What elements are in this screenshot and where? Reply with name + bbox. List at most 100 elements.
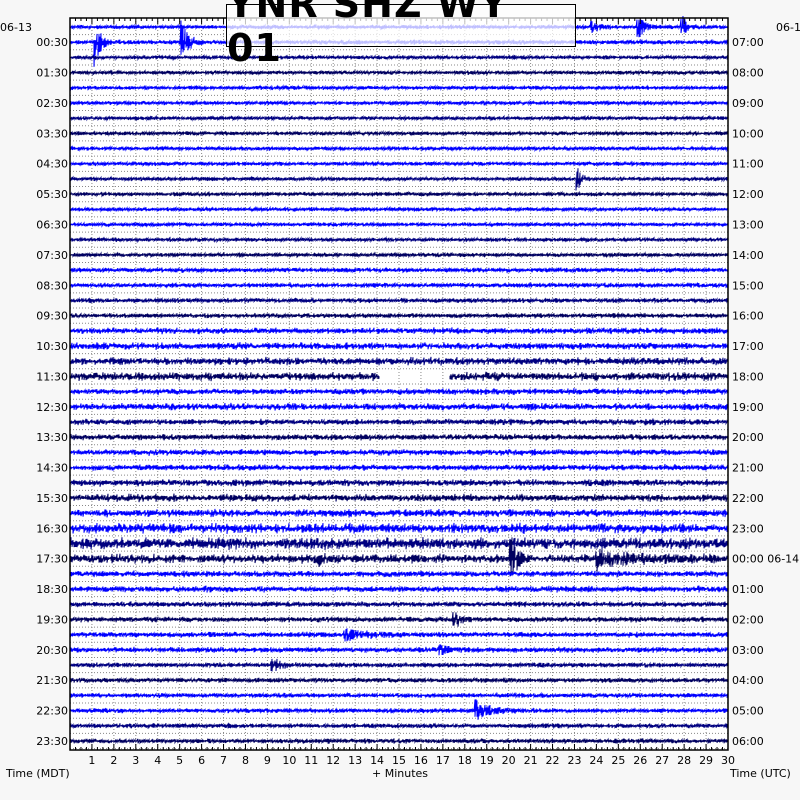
seismic-trace bbox=[69, 508, 729, 518]
x-tick-label: 23 bbox=[567, 754, 581, 767]
seismic-trace bbox=[69, 99, 729, 107]
x-tick-label: 2 bbox=[110, 754, 117, 767]
x-tick-label: 30 bbox=[721, 754, 735, 767]
left-time-label: 19:30 bbox=[36, 613, 68, 626]
x-tick-label: 6 bbox=[198, 754, 205, 767]
right-time-label: 09:00 bbox=[732, 97, 764, 110]
seismic-trace bbox=[69, 522, 729, 535]
right-time-label: 11:00 bbox=[732, 158, 764, 171]
left-time-label: 21:30 bbox=[36, 674, 68, 687]
seismic-trace bbox=[69, 537, 729, 576]
left-time-label: 05:30 bbox=[36, 188, 68, 201]
seismic-trace bbox=[69, 387, 729, 396]
seismic-trace bbox=[69, 628, 729, 642]
right-time-label: 00:00 06-14 bbox=[732, 553, 799, 566]
date-left: 06-13 bbox=[0, 21, 32, 34]
seismic-trace bbox=[69, 371, 380, 382]
left-time-label: 22:30 bbox=[36, 705, 68, 718]
right-time-label: 08:00 bbox=[732, 67, 764, 80]
left-time-label: 01:30 bbox=[36, 67, 68, 80]
seismic-trace bbox=[69, 53, 729, 62]
seismic-trace bbox=[69, 612, 729, 627]
left-time-label: 03:30 bbox=[36, 127, 68, 140]
x-tick-label: 15 bbox=[392, 754, 406, 767]
right-time-label: 06:00 bbox=[732, 735, 764, 748]
seismic-trace bbox=[69, 433, 729, 441]
ylabel-right: Time (UTC) bbox=[729, 767, 791, 780]
x-tick-label: 8 bbox=[242, 754, 249, 767]
left-time-label: 08:30 bbox=[36, 279, 68, 292]
right-time-label: 16:00 bbox=[732, 310, 764, 323]
left-time-label: 16:30 bbox=[36, 522, 68, 535]
seismic-trace bbox=[69, 676, 729, 684]
x-tick-label: 29 bbox=[699, 754, 713, 767]
x-tick-label: 21 bbox=[524, 754, 538, 767]
seismic-trace bbox=[69, 114, 729, 122]
left-time-label: 17:30 bbox=[36, 553, 68, 566]
seismic-trace bbox=[69, 327, 729, 335]
seismic-trace bbox=[69, 570, 729, 578]
x-tick-label: 19 bbox=[480, 754, 494, 767]
seismic-trace bbox=[69, 418, 729, 426]
x-tick-label: 12 bbox=[326, 754, 340, 767]
x-tick-label: 28 bbox=[677, 754, 691, 767]
left-time-label: 13:30 bbox=[36, 431, 68, 444]
seismic-trace bbox=[69, 84, 729, 92]
x-tick-label: 20 bbox=[502, 754, 516, 767]
seismic-trace bbox=[69, 478, 729, 487]
right-time-label: 21:00 bbox=[732, 462, 764, 475]
seismic-trace bbox=[69, 341, 729, 351]
seismic-trace bbox=[69, 281, 729, 289]
seismic-trace bbox=[449, 371, 729, 382]
right-time-label: 17:00 bbox=[732, 340, 764, 353]
seismic-trace bbox=[69, 311, 729, 320]
seismic-trace bbox=[69, 585, 729, 593]
x-tick-label: 1 bbox=[88, 754, 95, 767]
right-time-label: 19:00 bbox=[732, 401, 764, 414]
left-time-label: 18:30 bbox=[36, 583, 68, 596]
seismic-trace bbox=[69, 266, 729, 274]
x-tick-label: 7 bbox=[220, 754, 227, 767]
date-right: 06-1 bbox=[776, 21, 800, 34]
left-time-label: 23:30 bbox=[36, 735, 68, 748]
left-time-label: 09:30 bbox=[36, 310, 68, 323]
right-time-label: 18:00 bbox=[732, 370, 764, 383]
x-tick-label: 16 bbox=[414, 754, 428, 767]
x-tick-label: 11 bbox=[304, 754, 318, 767]
left-time-label: 14:30 bbox=[36, 462, 68, 475]
seismic-trace bbox=[69, 220, 729, 229]
right-time-label: 13:00 bbox=[732, 218, 764, 231]
right-time-label: 01:00 bbox=[732, 583, 764, 596]
left-time-label: 07:30 bbox=[36, 249, 68, 262]
x-tick-label: 18 bbox=[458, 754, 472, 767]
seismic-trace bbox=[69, 356, 729, 366]
x-tick-label: 26 bbox=[633, 754, 647, 767]
right-time-label: 15:00 bbox=[732, 279, 764, 292]
left-time-label: 15:30 bbox=[36, 492, 68, 505]
right-time-label: 22:00 bbox=[732, 492, 764, 505]
x-tick-label: 10 bbox=[282, 754, 296, 767]
seismic-trace bbox=[69, 691, 729, 700]
right-time-label: 14:00 bbox=[732, 249, 764, 262]
xlabel: + Minutes bbox=[372, 767, 428, 780]
seismic-trace bbox=[69, 129, 729, 137]
seismic-trace bbox=[69, 448, 729, 457]
seismic-trace bbox=[69, 722, 729, 730]
seismic-trace bbox=[69, 160, 729, 168]
chart-title: YNR SHZ WY 01 bbox=[226, 0, 576, 70]
seismic-trace bbox=[69, 600, 729, 608]
seismic-trace bbox=[69, 251, 729, 259]
right-time-label: 05:00 bbox=[732, 705, 764, 718]
seismic-trace bbox=[69, 168, 729, 191]
seismic-trace bbox=[69, 699, 729, 720]
x-tick-label: 25 bbox=[611, 754, 625, 767]
x-tick-label: 17 bbox=[436, 754, 450, 767]
ylabel-left: Time (MDT) bbox=[5, 767, 70, 780]
right-time-label: 23:00 bbox=[732, 522, 764, 535]
x-tick-label: 14 bbox=[370, 754, 384, 767]
x-tick-label: 5 bbox=[176, 754, 183, 767]
right-time-label: 04:00 bbox=[732, 674, 764, 687]
left-time-label: 02:30 bbox=[36, 97, 68, 110]
